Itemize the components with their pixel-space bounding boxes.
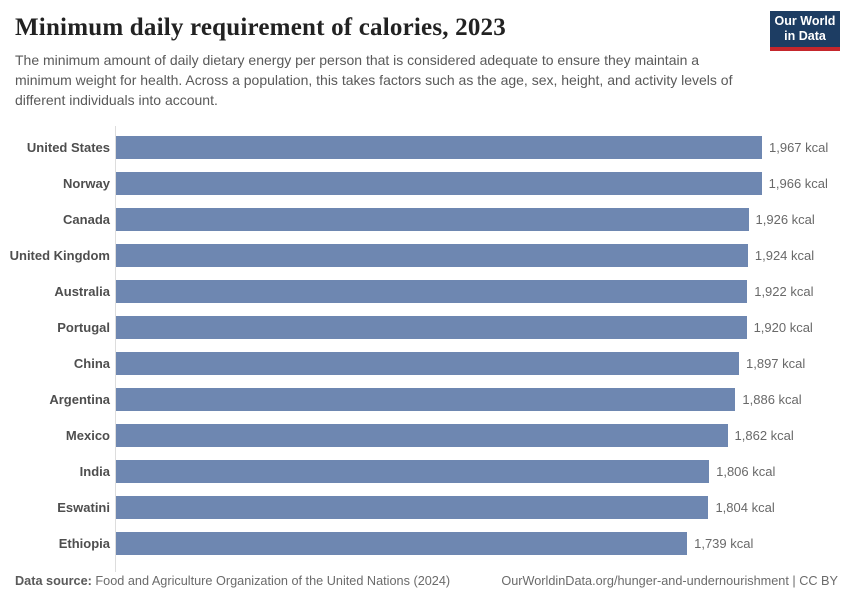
bar[interactable] xyxy=(116,172,762,196)
country-label: United Kingdom xyxy=(9,248,110,264)
data-source-text: Food and Agriculture Organization of the… xyxy=(91,574,451,588)
bar[interactable] xyxy=(116,532,688,556)
value-label: 1,967 kcal xyxy=(769,140,829,156)
bar-row: United Kingdom 1,924 kcal xyxy=(0,238,850,274)
value-label: 1,739 kcal xyxy=(694,536,754,552)
value-label: 1,804 kcal xyxy=(715,500,775,516)
data-source-label: Data source: xyxy=(15,574,92,588)
bar-track: 1,806 kcal xyxy=(116,454,850,490)
value-label: 1,966 kcal xyxy=(768,176,828,192)
bar-row: Portugal 1,920 kcal xyxy=(0,310,850,346)
owid-logo: Our World in Data xyxy=(770,11,840,51)
owid-logo-red-strip xyxy=(770,47,840,51)
bar[interactable] xyxy=(116,280,748,304)
country-label: Argentina xyxy=(49,392,110,408)
chart-header: Minimum daily requirement of calories, 2… xyxy=(0,0,850,111)
bar-row: Canada 1,926 kcal xyxy=(0,202,850,238)
country-label: China xyxy=(73,356,110,372)
bar-row: China 1,897 kcal xyxy=(0,346,850,382)
bar-track: 1,862 kcal xyxy=(116,418,850,454)
country-label: Australia xyxy=(54,284,110,300)
bar[interactable] xyxy=(116,388,736,412)
bar-row: Ethiopia 1,739 kcal xyxy=(0,526,850,562)
country-label: Canada xyxy=(63,212,110,228)
country-label: India xyxy=(79,464,110,480)
value-label: 1,920 kcal xyxy=(753,320,813,336)
owid-logo-line1: Our World xyxy=(774,13,836,28)
bar-rows: United States 1,967 kcal Norway 1,966 kc… xyxy=(0,130,850,562)
bar-track: 1,922 kcal xyxy=(116,274,850,310)
data-source: Data source: Food and Agriculture Organi… xyxy=(15,574,450,588)
value-label: 1,886 kcal xyxy=(742,392,802,408)
bar[interactable] xyxy=(116,496,709,520)
owid-logo-box: Our World in Data xyxy=(770,11,840,47)
bar-row: Eswatini 1,804 kcal xyxy=(0,490,850,526)
citation-link[interactable]: OurWorldinData.org/hunger-and-undernouri… xyxy=(501,574,838,588)
value-label: 1,806 kcal xyxy=(716,464,776,480)
chart-title: Minimum daily requirement of calories, 2… xyxy=(15,14,506,41)
bar-row: Australia 1,922 kcal xyxy=(0,274,850,310)
bar[interactable] xyxy=(116,244,748,268)
value-label: 1,924 kcal xyxy=(754,248,815,264)
bar[interactable] xyxy=(116,136,762,160)
bar-track: 1,804 kcal xyxy=(116,490,850,526)
country-label: Ethiopia xyxy=(58,536,110,552)
chart-subtitle: The minimum amount of daily dietary ener… xyxy=(15,52,733,108)
bar[interactable] xyxy=(116,352,739,376)
bar-row: Mexico 1,862 kcal xyxy=(0,418,850,454)
bar-row: Norway 1,966 kcal xyxy=(0,166,850,202)
bar[interactable] xyxy=(116,208,749,232)
value-label: 1,862 kcal xyxy=(734,428,794,444)
value-label: 1,922 kcal xyxy=(754,284,814,300)
bar-track: 1,967 kcal xyxy=(116,130,850,166)
y-axis-line xyxy=(115,125,116,572)
owid-logo-line2: in Data xyxy=(784,29,826,43)
bar[interactable] xyxy=(116,424,728,448)
bar-track: 1,966 kcal xyxy=(116,166,850,202)
bar[interactable] xyxy=(116,460,710,484)
bar-row: India 1,806 kcal xyxy=(0,454,850,490)
bar-chart: United States 1,967 kcal Norway 1,966 kc… xyxy=(0,125,850,572)
country-label: Mexico xyxy=(65,428,110,444)
country-label: Norway xyxy=(63,176,110,192)
bar-track: 1,920 kcal xyxy=(116,310,850,346)
bar-track: 1,897 kcal xyxy=(116,346,850,382)
country-label: United States xyxy=(26,140,110,156)
bar-track: 1,739 kcal xyxy=(116,526,850,562)
chart-footer: Data source: Food and Agriculture Organi… xyxy=(15,574,838,588)
bar-track: 1,926 kcal xyxy=(116,202,850,238)
value-label: 1,926 kcal xyxy=(755,212,815,228)
country-label: Portugal xyxy=(57,320,110,336)
bar-row: United States 1,967 kcal xyxy=(0,130,850,166)
bar-row: Argentina 1,886 kcal xyxy=(0,382,850,418)
bar[interactable] xyxy=(116,316,747,340)
value-label: 1,897 kcal xyxy=(746,356,806,372)
country-label: Eswatini xyxy=(57,500,110,516)
bar-track: 1,924 kcal xyxy=(116,238,850,274)
bar-track: 1,886 kcal xyxy=(116,382,850,418)
